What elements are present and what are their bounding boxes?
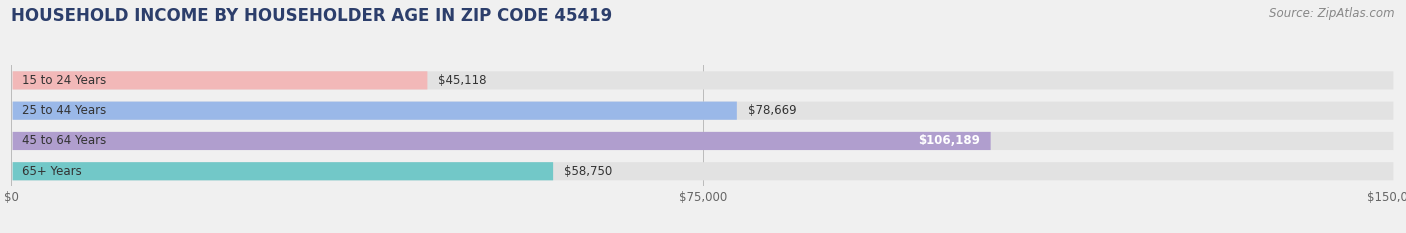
FancyBboxPatch shape [13, 71, 1393, 89]
Text: $106,189: $106,189 [918, 134, 980, 147]
FancyBboxPatch shape [13, 102, 737, 120]
FancyBboxPatch shape [13, 162, 553, 180]
FancyBboxPatch shape [13, 71, 427, 89]
FancyBboxPatch shape [13, 102, 1393, 120]
FancyBboxPatch shape [13, 132, 1393, 150]
Text: $78,669: $78,669 [748, 104, 797, 117]
FancyBboxPatch shape [13, 162, 1393, 180]
Text: 65+ Years: 65+ Years [22, 165, 82, 178]
Text: Source: ZipAtlas.com: Source: ZipAtlas.com [1270, 7, 1395, 20]
Text: 25 to 44 Years: 25 to 44 Years [22, 104, 107, 117]
Text: 15 to 24 Years: 15 to 24 Years [22, 74, 107, 87]
FancyBboxPatch shape [13, 132, 991, 150]
Text: $58,750: $58,750 [564, 165, 613, 178]
Text: HOUSEHOLD INCOME BY HOUSEHOLDER AGE IN ZIP CODE 45419: HOUSEHOLD INCOME BY HOUSEHOLDER AGE IN Z… [11, 7, 613, 25]
Text: $45,118: $45,118 [439, 74, 486, 87]
Text: 45 to 64 Years: 45 to 64 Years [22, 134, 107, 147]
